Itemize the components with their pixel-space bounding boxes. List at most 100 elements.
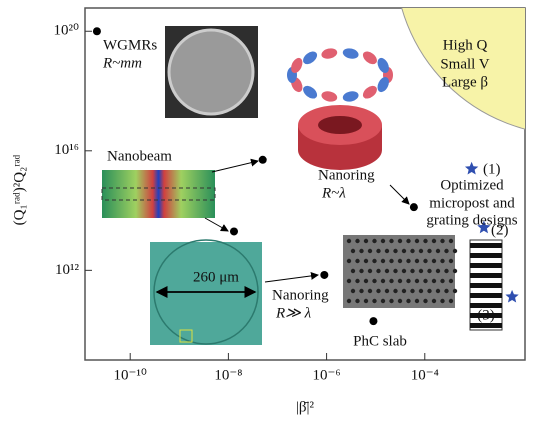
hole bbox=[393, 269, 397, 273]
hole bbox=[440, 259, 444, 263]
hole bbox=[389, 239, 393, 243]
hole bbox=[453, 289, 457, 293]
hole bbox=[436, 289, 440, 293]
hole bbox=[364, 299, 368, 303]
hole bbox=[385, 249, 389, 253]
hole bbox=[385, 289, 389, 293]
hole bbox=[368, 249, 372, 253]
hole bbox=[406, 279, 410, 283]
hole bbox=[406, 299, 410, 303]
stripe bbox=[470, 253, 502, 258]
annotation: 260 μm bbox=[193, 269, 239, 285]
hole bbox=[393, 289, 397, 293]
annotation: Optimized bbox=[440, 177, 504, 193]
hole bbox=[440, 299, 444, 303]
hole bbox=[364, 259, 368, 263]
chart: |β̄|² (Q₁ʳᵃᵈ)²Q₂ʳᵃᵈ 10⁻¹⁰10⁻⁸10⁻⁶10⁻⁴10¹… bbox=[0, 0, 541, 427]
hole bbox=[376, 249, 380, 253]
annotation: Nanoring bbox=[272, 287, 329, 303]
hole bbox=[427, 249, 431, 253]
hole bbox=[381, 259, 385, 263]
hole bbox=[359, 289, 363, 293]
hole bbox=[347, 299, 351, 303]
hole bbox=[351, 269, 355, 273]
hole bbox=[436, 269, 440, 273]
y-tick-label: 10¹² bbox=[55, 262, 79, 278]
hole bbox=[402, 269, 406, 273]
hole bbox=[436, 249, 440, 253]
hole bbox=[415, 239, 419, 243]
hole bbox=[398, 279, 402, 283]
hole bbox=[410, 249, 414, 253]
hole bbox=[406, 259, 410, 263]
annotation: R~λ bbox=[321, 185, 346, 201]
hole bbox=[376, 269, 380, 273]
stripe bbox=[470, 263, 502, 268]
hole bbox=[410, 269, 414, 273]
hole bbox=[432, 299, 436, 303]
hole bbox=[427, 269, 431, 273]
point bbox=[320, 271, 328, 279]
hole bbox=[449, 239, 453, 243]
hole bbox=[444, 269, 448, 273]
hole bbox=[389, 279, 393, 283]
hole bbox=[385, 269, 389, 273]
hole bbox=[359, 269, 363, 273]
x-tick-label: 10⁻⁴ bbox=[411, 367, 439, 383]
hole bbox=[440, 279, 444, 283]
hole bbox=[402, 249, 406, 253]
nanoring-image bbox=[298, 105, 382, 170]
x-axis-label: |β̄|² bbox=[296, 399, 315, 415]
hole bbox=[415, 279, 419, 283]
hole bbox=[402, 289, 406, 293]
annotation: (2) bbox=[491, 222, 509, 238]
annotation: (1) bbox=[483, 161, 501, 177]
point bbox=[259, 156, 267, 164]
y-axis-label: (Q₁ʳᵃᵈ)²Q₂ʳᵃᵈ bbox=[11, 154, 27, 225]
annotation: R~mm bbox=[102, 55, 142, 71]
point bbox=[230, 227, 238, 235]
stripe bbox=[470, 293, 502, 298]
hole bbox=[453, 269, 457, 273]
hole bbox=[449, 279, 453, 283]
hole bbox=[453, 249, 457, 253]
annotation: Nanoring bbox=[318, 167, 375, 183]
annotation: micropost and bbox=[429, 195, 515, 211]
stripe bbox=[470, 243, 502, 248]
stripe bbox=[470, 323, 502, 328]
hole bbox=[347, 259, 351, 263]
nanobeam-image bbox=[102, 170, 215, 218]
hole bbox=[432, 279, 436, 283]
hole bbox=[381, 279, 385, 283]
hole bbox=[415, 299, 419, 303]
hole bbox=[449, 259, 453, 263]
point bbox=[369, 317, 377, 325]
hole bbox=[347, 279, 351, 283]
hole bbox=[372, 239, 376, 243]
hole bbox=[359, 249, 363, 253]
annotation: PhC slab bbox=[353, 333, 407, 349]
hole bbox=[368, 289, 372, 293]
hole bbox=[351, 249, 355, 253]
y-tick-label: 10¹⁶ bbox=[54, 142, 79, 158]
hole bbox=[372, 299, 376, 303]
hole bbox=[393, 249, 397, 253]
x-tick-label: 10⁻¹⁰ bbox=[113, 367, 146, 383]
hole bbox=[432, 239, 436, 243]
hole bbox=[347, 239, 351, 243]
hole bbox=[372, 259, 376, 263]
annotation: Small V bbox=[440, 56, 489, 72]
hole bbox=[423, 279, 427, 283]
hole bbox=[427, 289, 431, 293]
hole bbox=[355, 239, 359, 243]
hole bbox=[364, 239, 368, 243]
hole bbox=[398, 239, 402, 243]
hole bbox=[423, 239, 427, 243]
stripe bbox=[470, 273, 502, 278]
annotation: Large β bbox=[442, 74, 488, 90]
hole bbox=[410, 289, 414, 293]
hole bbox=[355, 259, 359, 263]
stripe bbox=[470, 283, 502, 288]
hole bbox=[419, 289, 423, 293]
hole bbox=[355, 279, 359, 283]
